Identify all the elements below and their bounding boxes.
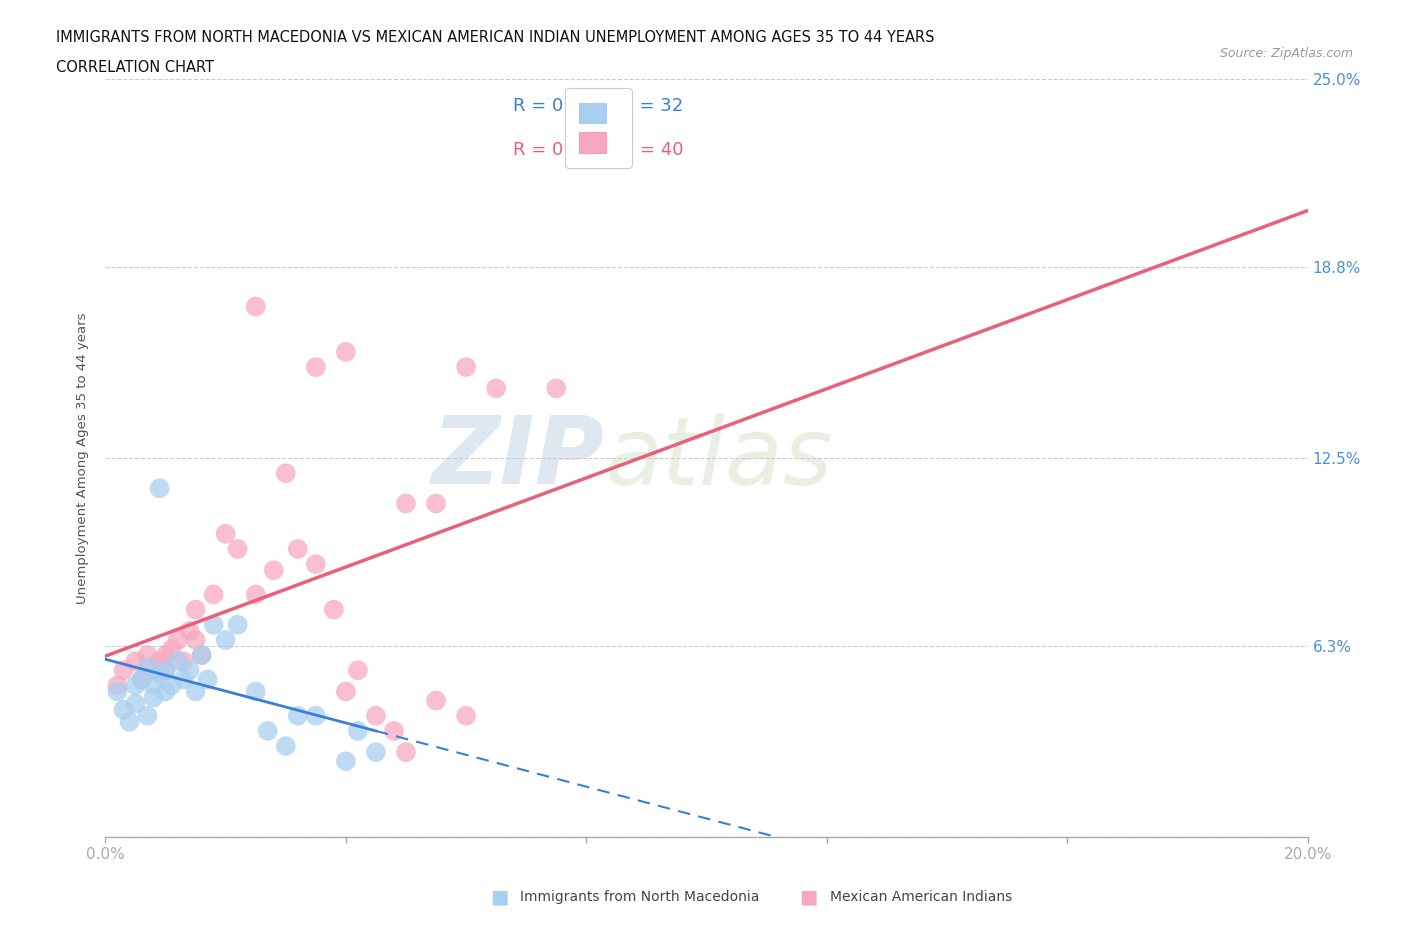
Point [166,632,188,647]
Point [179,623,201,638]
Point [131,671,153,686]
Point [118,714,141,729]
Text: ■: ■ [489,888,509,907]
Point [226,618,249,632]
Text: R = 0.081   N = 32: R = 0.081 N = 32 [513,97,683,114]
Point [107,678,129,693]
Point [155,647,177,662]
Point [305,557,328,572]
Point [454,360,477,375]
Point [245,684,267,699]
Point [274,466,297,481]
Point [166,654,188,669]
Point [364,745,387,760]
Point [202,618,225,632]
Text: CORRELATION CHART: CORRELATION CHART [56,60,214,75]
Point [136,647,159,662]
Point [136,709,159,724]
Point [173,654,195,669]
Point [305,360,328,375]
Text: Immigrants from North Macedonia: Immigrants from North Macedonia [520,890,759,905]
Point [155,663,177,678]
Point [274,738,297,753]
Point [148,654,170,669]
Point [214,526,236,541]
Text: atlas: atlas [605,413,832,503]
Point [245,299,267,314]
Point [173,671,195,686]
Point [425,693,447,708]
Legend: , : , [565,88,631,167]
Point [226,541,249,556]
Point [347,663,370,678]
Text: IMMIGRANTS FROM NORTH MACEDONIA VS MEXICAN AMERICAN INDIAN UNEMPLOYMENT AMONG AG: IMMIGRANTS FROM NORTH MACEDONIA VS MEXIC… [56,30,935,45]
Point [112,663,135,678]
Point [131,671,153,686]
Point [184,632,207,647]
Point [142,678,165,693]
Point [335,344,357,359]
Point [305,709,328,724]
Point [425,496,447,511]
Point [148,666,170,681]
Y-axis label: Unemployment Among Ages 35 to 44 years: Unemployment Among Ages 35 to 44 years [76,312,90,604]
Text: Source: ZipAtlas.com: Source: ZipAtlas.com [1219,46,1353,60]
Point [190,647,212,662]
Point [214,632,236,647]
Point [124,654,146,669]
Point [335,753,357,768]
Point [546,381,568,396]
Point [136,659,159,674]
Point [190,647,212,662]
Point [107,684,129,699]
Point [202,587,225,602]
Point [347,724,370,738]
Point [256,724,278,738]
Point [124,678,146,693]
Point [179,663,201,678]
Point [160,642,183,657]
Point [395,745,418,760]
Point [148,481,170,496]
Point [322,603,344,618]
Text: ZIP: ZIP [432,412,605,504]
Point [124,697,146,711]
Point [454,709,477,724]
Point [184,603,207,618]
Point [197,671,219,686]
Point [335,684,357,699]
Point [287,709,309,724]
Point [155,663,177,678]
Text: Mexican American Indians: Mexican American Indians [830,890,1012,905]
Point [263,563,285,578]
Point [142,663,165,678]
Point [142,690,165,705]
Point [382,724,405,738]
Point [395,496,418,511]
Text: R = 0.527   N = 40: R = 0.527 N = 40 [513,140,683,158]
Point [485,381,508,396]
Point [112,702,135,717]
Point [160,678,183,693]
Point [245,587,267,602]
Point [155,684,177,699]
Point [184,684,207,699]
Point [364,709,387,724]
Text: ■: ■ [799,888,818,907]
Point [287,541,309,556]
